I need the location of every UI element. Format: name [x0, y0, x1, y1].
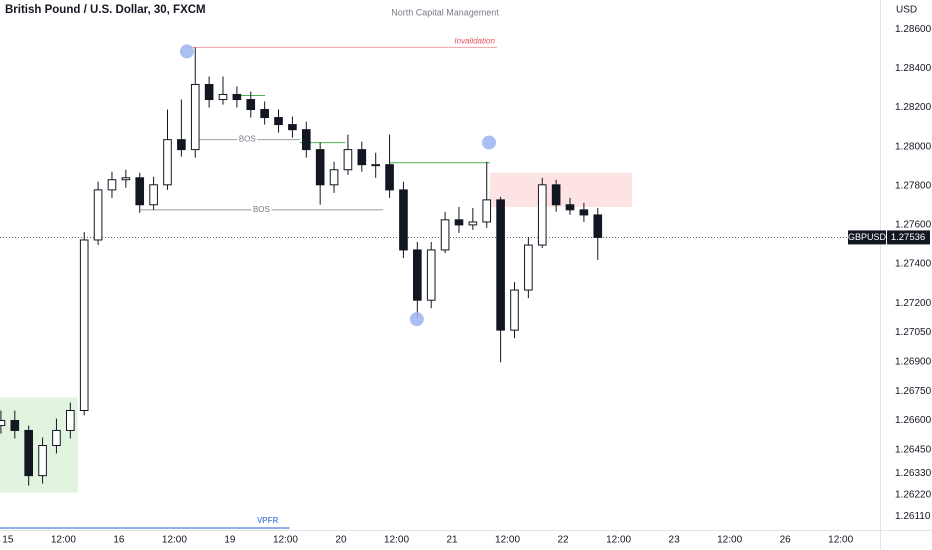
y-tick-label: 1.26900 — [895, 356, 932, 367]
candle-body — [593, 214, 603, 238]
x-tick-label: 12:00 — [162, 535, 187, 546]
overlay: VPFR GBPUSD 1.27536 — [0, 44, 930, 529]
candle-body — [371, 164, 381, 167]
x-tick-label: 21 — [446, 535, 458, 546]
x-tick-label: 12:00 — [51, 535, 76, 546]
y-tick-label: 1.26750 — [895, 386, 932, 397]
y-tick-label: 1.28000 — [895, 141, 932, 152]
y-tick-label: 1.26450 — [895, 444, 932, 455]
candle-body — [551, 184, 561, 206]
y-tick-label: 1.28200 — [895, 102, 932, 113]
y-tick-label: 1.26110 — [895, 511, 931, 522]
candle-body — [163, 139, 172, 186]
x-tick-label: 12:00 — [606, 535, 631, 546]
candle-body — [260, 109, 269, 119]
candle-body — [93, 189, 103, 241]
candle-body — [177, 139, 186, 151]
x-tick-label: 12:00 — [828, 535, 853, 546]
candle-body — [579, 209, 589, 216]
candle-body — [218, 93, 228, 101]
y-tick-label: 1.28600 — [895, 24, 932, 35]
candle-body — [315, 149, 325, 186]
symbol-tag: GBPUSD — [848, 232, 887, 242]
x-tick-label: 12:00 — [384, 535, 409, 546]
zones — [0, 172, 633, 493]
x-tick-label: 12:00 — [495, 535, 520, 546]
candle-body — [468, 221, 478, 226]
x-tick-label: 23 — [669, 535, 681, 546]
y-tick-label: 1.27400 — [895, 259, 932, 270]
x-tick-label: 22 — [558, 535, 570, 546]
y-tick-label: 1.26220 — [895, 489, 932, 500]
level-label-bg — [237, 134, 258, 145]
candle-body — [204, 83, 214, 101]
candle-body — [190, 83, 200, 151]
marker — [179, 44, 194, 59]
candle-body — [0, 419, 6, 427]
x-tick-label: 15 — [2, 535, 14, 546]
candle-body — [52, 429, 61, 447]
candles — [0, 47, 603, 486]
level-label: Invalidation — [454, 36, 495, 45]
candle-body — [232, 93, 242, 101]
candle-body — [537, 184, 547, 246]
x-tick-label: 12:00 — [273, 535, 298, 546]
candle-body — [482, 199, 492, 223]
candle-body — [121, 177, 131, 181]
y-tick-label: 1.26330 — [895, 468, 932, 479]
candle-body — [524, 244, 533, 291]
chart-title: British Pound / U.S. Dollar, 30, FXCM — [5, 4, 206, 16]
candle-body — [399, 189, 408, 251]
y-tick-label: 1.27600 — [895, 220, 932, 231]
candle-body — [301, 129, 311, 151]
price-tag-bg — [887, 230, 930, 245]
symbol-tag-bg — [848, 230, 886, 245]
candle-body — [426, 249, 436, 301]
y-tick-label: 1.26600 — [895, 415, 932, 426]
level-label: BOS — [253, 205, 270, 214]
level-label: BOS — [239, 135, 256, 144]
candle-body — [413, 249, 422, 301]
marker — [482, 135, 497, 150]
candle-body — [385, 164, 394, 191]
candle-body — [343, 149, 353, 171]
candle-body — [496, 199, 505, 331]
y-axis-label: USD — [896, 5, 917, 16]
candle-body — [510, 289, 519, 331]
candle-body — [10, 419, 20, 431]
y-tick-label: 1.27200 — [895, 298, 932, 309]
watermark: North Capital Management — [391, 7, 499, 17]
candle-body — [24, 429, 34, 477]
candle-body — [454, 219, 464, 226]
x-tick-label: 20 — [335, 535, 347, 546]
x-tick-label: 16 — [113, 535, 125, 546]
candle-body — [329, 169, 339, 186]
candle-body — [149, 184, 158, 206]
candle-body — [107, 179, 117, 191]
candle-body — [66, 410, 75, 431]
candle-body — [135, 177, 145, 206]
candle-body — [288, 124, 297, 131]
x-tick-label: 26 — [780, 535, 792, 546]
zone — [489, 172, 633, 207]
candle-body — [79, 239, 89, 412]
y-tick-label: 1.27800 — [895, 180, 932, 191]
marker — [409, 312, 424, 327]
candle-body — [38, 445, 47, 477]
level-label-bg — [251, 204, 272, 215]
candle-body — [274, 117, 283, 126]
x-tick-label: 19 — [224, 535, 236, 546]
y-tick-label: 1.27050 — [895, 327, 932, 338]
candle-body — [440, 219, 450, 251]
y-tick-label: 1.28400 — [895, 63, 932, 74]
candle-body — [565, 204, 575, 211]
vpfr-label: VPFR — [257, 516, 279, 525]
candle-body — [357, 149, 367, 166]
candle-body — [246, 99, 256, 111]
price-tag: 1.27536 — [891, 232, 925, 243]
x-tick-label: 12:00 — [717, 535, 742, 546]
